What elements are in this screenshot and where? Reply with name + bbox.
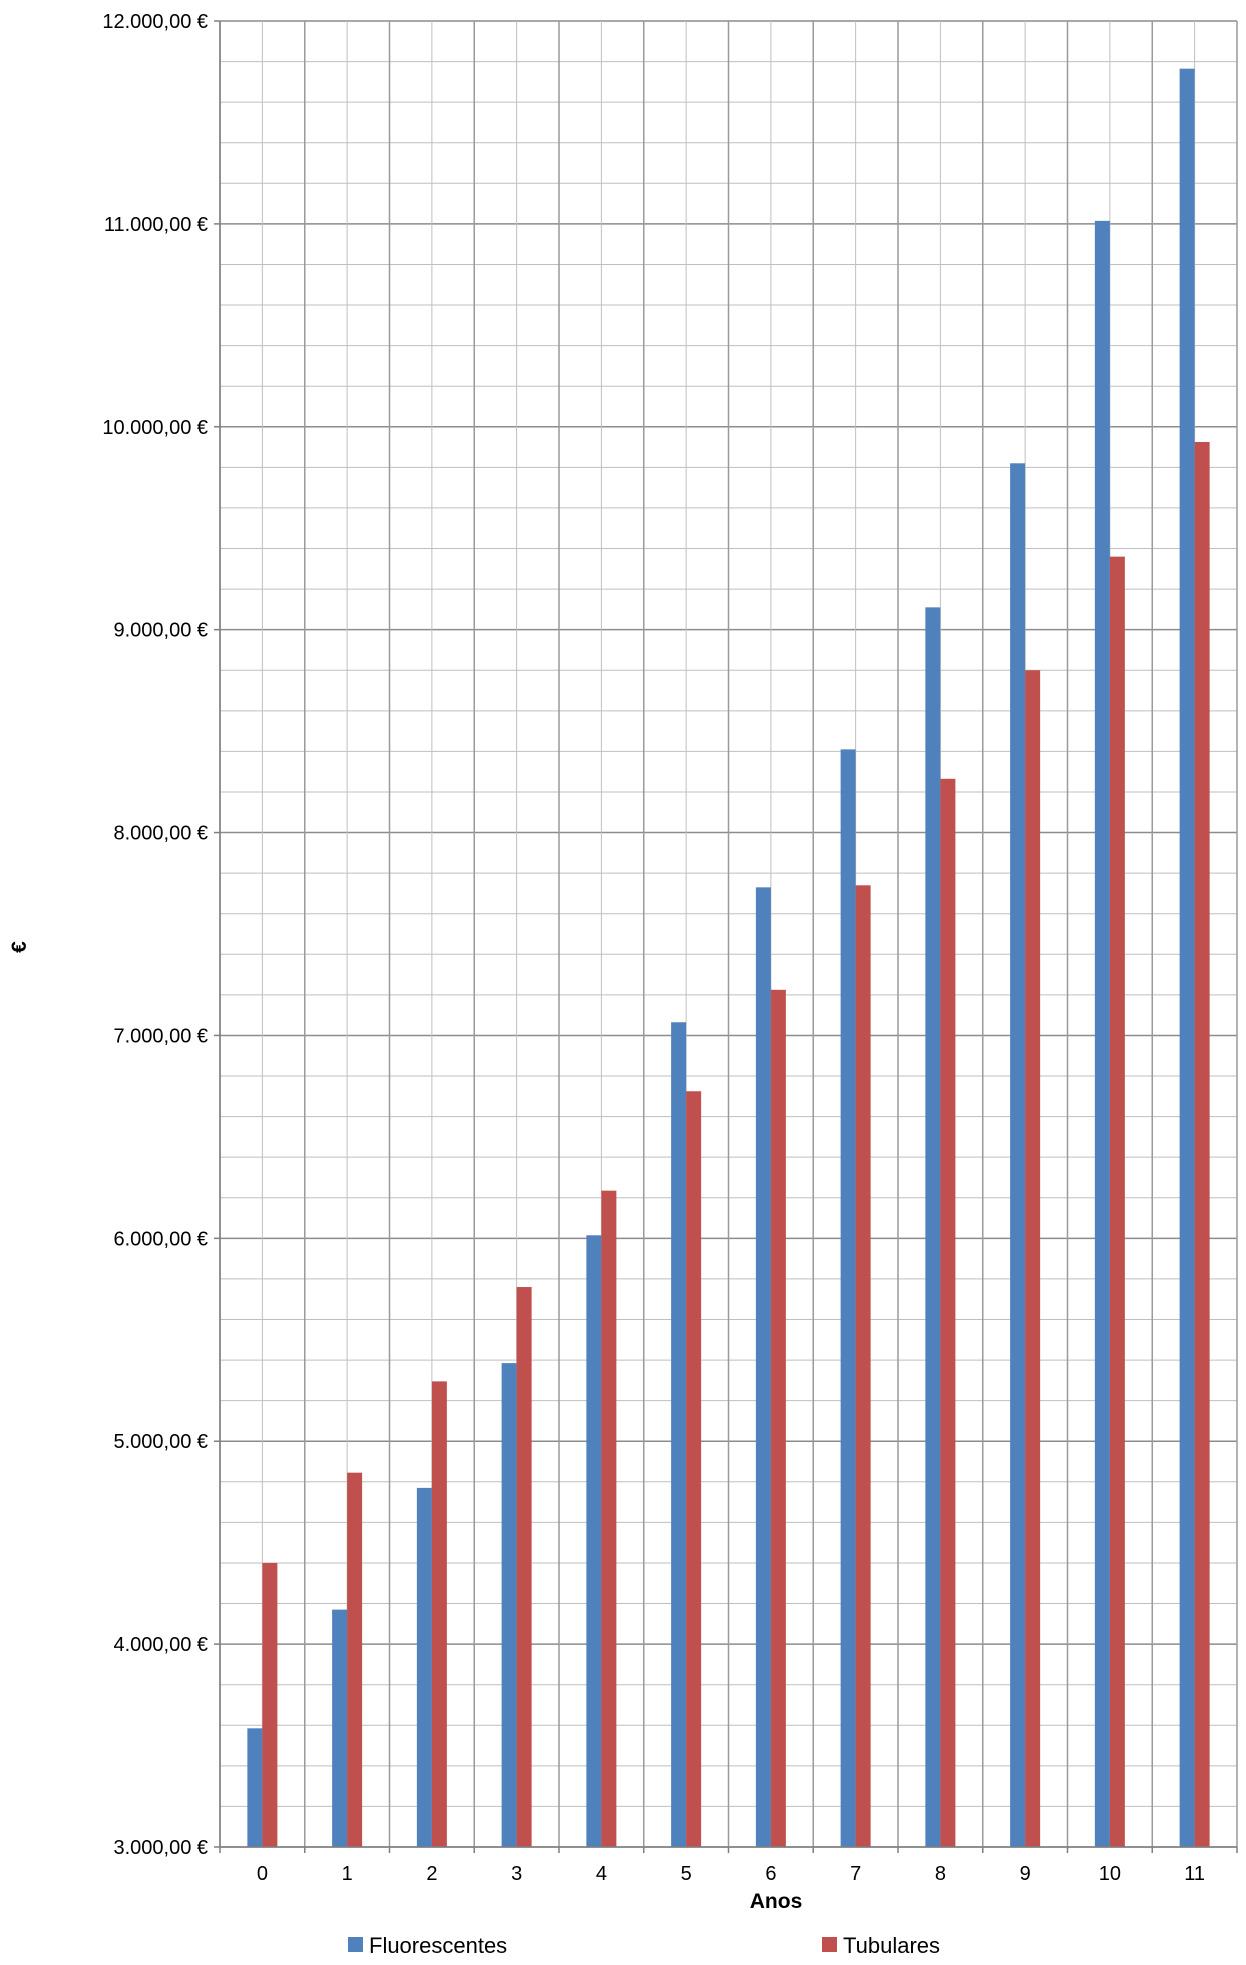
x-tick-label: 0: [257, 1863, 268, 1885]
x-tick-label: 9: [1020, 1863, 1031, 1885]
x-tick-label: 11: [1184, 1863, 1205, 1885]
x-tick-label: 5: [681, 1863, 692, 1885]
grid: [219, 20, 1238, 1848]
bar-tubulares-5: [686, 1091, 702, 1847]
y-tick-label: 12.000,00 €: [102, 11, 208, 33]
y-tick-label: 9.000,00 €: [113, 620, 208, 642]
x-tick-label: 8: [935, 1863, 946, 1885]
bar-fluorescentes-4: [586, 1235, 602, 1847]
bar-fluorescentes-6: [755, 887, 771, 1847]
bar-fluorescentes-3: [501, 1363, 517, 1847]
legend-swatch-fluorescentes: [348, 1937, 363, 1952]
x-tick-label: 3: [511, 1863, 522, 1885]
bar-tubulares-0: [262, 1562, 278, 1847]
bar-tubulares-3: [516, 1287, 532, 1847]
bar-tubulares-11: [1194, 441, 1210, 1848]
bar-fluorescentes-7: [840, 749, 856, 1847]
y-tick-label: 5.000,00 €: [113, 1431, 208, 1453]
x-tick-label: 6: [765, 1863, 776, 1885]
bar-fluorescentes-2: [416, 1487, 432, 1847]
bars: [247, 68, 1210, 1848]
bar-fluorescentes-11: [1179, 68, 1195, 1848]
bar-tubulares-7: [855, 885, 871, 1847]
axes: [214, 20, 1238, 1853]
bar-fluorescentes-10: [1094, 220, 1110, 1847]
x-tick-label: 7: [850, 1863, 861, 1885]
bar-tubulares-8: [940, 778, 956, 1847]
y-tick-label: 11.000,00 €: [104, 214, 208, 236]
y-tick-labels: 3.000,00 € 4.000,00 € 5.000,00 € 6.000,00 €…: [102, 11, 208, 1859]
x-tick-label: 2: [426, 1863, 437, 1885]
x-tick-label: 4: [596, 1863, 607, 1885]
y-axis-title: €: [8, 941, 31, 953]
legend-label-tubulares: Tubulares: [843, 1933, 940, 1958]
y-tick-label: 6.000,00 €: [113, 1228, 208, 1250]
y-tick-label: 10.000,00 €: [102, 417, 208, 439]
bar-tubulares-9: [1025, 670, 1041, 1848]
bar-tubulares-10: [1109, 556, 1125, 1847]
bar-tubulares-6: [770, 989, 786, 1847]
x-axis-title: Anos: [750, 1890, 803, 1913]
legend-swatch-tubulares: [822, 1937, 837, 1952]
legend-label-fluorescentes: Fluorescentes: [369, 1933, 507, 1958]
y-tick-label: 4.000,00 €: [113, 1634, 208, 1656]
bar-tubulares-1: [347, 1472, 363, 1847]
bar-fluorescentes-0: [247, 1728, 263, 1847]
x-tick-label: 10: [1099, 1863, 1121, 1885]
bar-fluorescentes-8: [925, 607, 941, 1847]
y-tick-label: 7.000,00 €: [113, 1025, 208, 1047]
bar-tubulares-2: [431, 1381, 447, 1847]
legend: Fluorescentes Tubulares: [348, 1933, 940, 1958]
bar-tubulares-4: [601, 1190, 617, 1847]
bar-fluorescentes-1: [332, 1609, 348, 1847]
x-tick-labels: 0 1 2 3 4 5 6 7 8 9 10 11: [257, 1863, 1205, 1885]
y-tick-label: 8.000,00 €: [113, 823, 208, 845]
x-tick-label: 1: [342, 1863, 353, 1885]
y-tick-label: 3.000,00 €: [113, 1837, 208, 1859]
bar-fluorescentes-5: [671, 1022, 687, 1847]
bar-fluorescentes-9: [1010, 463, 1026, 1847]
